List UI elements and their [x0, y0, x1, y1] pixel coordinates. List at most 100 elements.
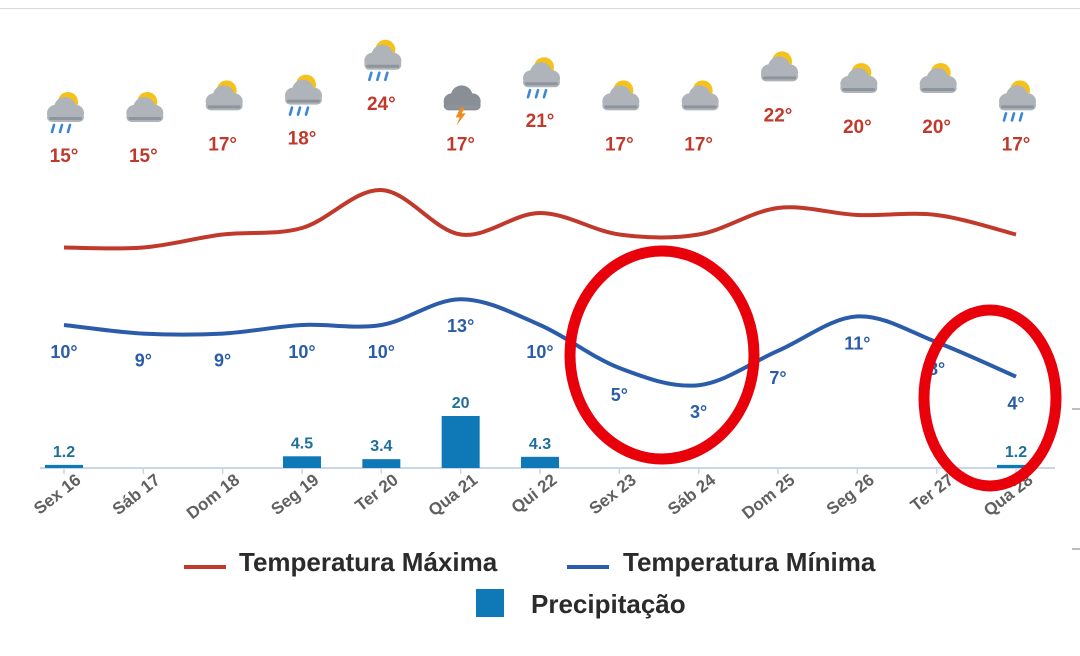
- x-tick-label: Seg 19: [268, 470, 323, 519]
- x-tick-label: Dom 18: [183, 470, 243, 523]
- min-temp-label: 9°: [214, 351, 231, 371]
- min-temp-line: [63, 297, 1017, 388]
- min-temp-label: 10°: [50, 342, 77, 362]
- precipitation-label: 1.2: [53, 444, 75, 461]
- precipitation-label: 1.2: [1005, 444, 1027, 461]
- cloud-shade: [287, 99, 320, 103]
- sun-cloud-rain-icon: [999, 80, 1036, 122]
- sun-cloud-icon: [126, 92, 164, 122]
- precipitation-bar: [997, 464, 1035, 468]
- max-temp-label: 18°: [288, 129, 317, 150]
- min-temp-label: 3°: [690, 402, 707, 422]
- x-tick-label: Sáb 24: [664, 470, 719, 519]
- rain-drop: [1002, 112, 1008, 122]
- legend-min-label: Temperatura Mínima: [623, 547, 876, 577]
- sun-cloud-rain-icon: [523, 57, 560, 99]
- max-temp-label: 20°: [922, 117, 951, 138]
- cloud-shade: [207, 105, 241, 109]
- max-temp-label: 17°: [446, 134, 475, 155]
- cloud-shade: [842, 88, 876, 91]
- rain-drop: [66, 123, 72, 134]
- cloud-shade: [525, 82, 558, 86]
- max-temp-label: 15°: [50, 146, 79, 167]
- sun-cloud-icon: [602, 80, 640, 111]
- x-tick-label: Seg 26: [823, 470, 878, 519]
- precipitation-bar: [45, 464, 83, 468]
- max-temp-label: 17°: [208, 134, 237, 155]
- rain-drop: [368, 71, 373, 82]
- cloud-shade: [921, 88, 955, 91]
- x-tick-label: Ter 20: [352, 470, 402, 515]
- legend-precip-label: Precipitação: [531, 589, 686, 619]
- max-temp-label: 24°: [367, 94, 396, 115]
- precipitation-label: 3.4: [370, 438, 392, 455]
- thunderstorm-icon: [443, 85, 481, 126]
- min-temp-label: 10°: [368, 342, 395, 362]
- legend-precip-swatch: [476, 589, 504, 617]
- sun-cloud-rain-icon: [47, 92, 84, 134]
- rain-drop: [376, 71, 381, 82]
- precipitation-label: 4.5: [291, 435, 313, 452]
- cloud-shade: [366, 64, 400, 68]
- cloud-shade: [604, 105, 638, 109]
- precipitation-bar: [362, 459, 401, 468]
- rain-drop: [384, 71, 389, 82]
- highlight-circle: [564, 245, 760, 465]
- precipitation-label: 4.3: [529, 436, 551, 453]
- x-tick-label: Sex 16: [30, 470, 84, 518]
- rain-drop: [542, 88, 548, 99]
- rain-drop: [50, 123, 56, 134]
- min-temp-label: 4°: [1007, 394, 1024, 414]
- rain-drop: [526, 88, 532, 99]
- cloud-shade: [1001, 105, 1034, 109]
- cloud-shade: [49, 117, 82, 120]
- sun-cloud-icon: [840, 63, 878, 93]
- x-tick-label: Sáb 17: [109, 470, 164, 519]
- sun-cloud-rain-icon: [285, 74, 322, 116]
- rain-drop: [534, 88, 540, 99]
- sun-cloud-rain-icon: [364, 39, 402, 82]
- sun-cloud-icon: [919, 63, 957, 93]
- precipitation-bar: [283, 456, 321, 468]
- min-temp-label: 13°: [447, 316, 474, 336]
- min-temp-label: 10°: [526, 342, 553, 362]
- rain-drop: [58, 123, 64, 134]
- sun-cloud-icon: [205, 80, 243, 111]
- x-tick-label: Qua 21: [425, 470, 481, 520]
- max-temp-label: 20°: [843, 117, 872, 138]
- sun-cloud-icon: [761, 51, 798, 82]
- rain-drop: [296, 106, 302, 116]
- max-temp-line: [63, 187, 1017, 251]
- precipitation-label: 20: [452, 395, 470, 412]
- highlight-circle: [918, 304, 1062, 492]
- max-temp-label: 21°: [526, 111, 555, 132]
- edge-mark: [1072, 548, 1080, 550]
- min-temp-label: 9°: [135, 351, 152, 371]
- cloud-shade: [763, 76, 796, 80]
- rain-drop: [1010, 112, 1016, 122]
- top-divider: [0, 8, 1080, 9]
- cloud-shade: [445, 105, 479, 109]
- min-temp-label: 11°: [844, 333, 870, 353]
- min-temp-label: 7°: [769, 368, 786, 388]
- max-temp-label: 15°: [129, 146, 158, 167]
- max-temp-label: 17°: [605, 134, 634, 155]
- legend-max-label: Temperatura Máxima: [239, 547, 498, 577]
- rain-drop: [288, 106, 294, 116]
- max-temp-label: 22°: [764, 105, 793, 126]
- min-temp-label: 10°: [288, 342, 315, 362]
- max-temp-label: 17°: [684, 134, 713, 155]
- x-tick-label: Dom 25: [738, 470, 798, 523]
- precipitation-bar: [521, 456, 559, 468]
- cloud-shade: [683, 105, 717, 109]
- lightning-bolt: [455, 107, 466, 126]
- edge-mark: [1072, 408, 1080, 410]
- x-tick-label: Sex 23: [586, 470, 640, 518]
- sun-cloud-icon: [681, 80, 719, 111]
- cloud-shade: [128, 117, 162, 120]
- rain-drop: [304, 106, 310, 116]
- precipitation-bar: [441, 416, 480, 468]
- x-tick-label: Qui 22: [508, 470, 561, 517]
- x-tick-label: Ter 27: [907, 470, 957, 515]
